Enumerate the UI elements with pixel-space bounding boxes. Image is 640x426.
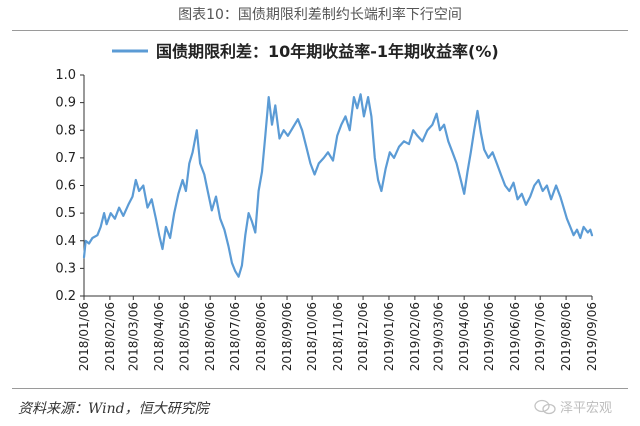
y-tick-label: 0.2 — [55, 289, 76, 304]
y-tick-label: 0.9 — [55, 96, 76, 111]
x-tick-label: 2018/07/06 — [228, 302, 242, 371]
x-tick-label: 2019/06/06 — [508, 302, 522, 371]
x-tick-label: 2018/06/06 — [203, 302, 217, 371]
figure-title: 图表10：国债期限利差制约长端利率下行空间 — [178, 7, 462, 23]
y-tick-label: 1.0 — [55, 68, 76, 83]
x-tick-label: 2018/04/06 — [152, 302, 166, 371]
x-tick-label: 2019/04/06 — [457, 302, 471, 371]
x-tick-label: 2018/12/06 — [356, 302, 370, 371]
y-tick-label: 0.3 — [55, 261, 76, 276]
y-tick-label: 0.6 — [55, 179, 76, 194]
x-axis: 2018/01/06 2018/02/06 2018/03/06 2018/04/06… — [77, 295, 599, 371]
x-tick-label: 2018/03/06 — [126, 302, 140, 371]
x-tick-label: 2018/09/06 — [280, 302, 294, 371]
x-tick-label: 2019/01/06 — [382, 302, 396, 371]
series-line — [82, 93, 594, 278]
x-tick-label: 2018/08/06 — [254, 302, 268, 371]
series-layer — [82, 93, 594, 278]
x-tick-label: 2019/05/06 — [482, 302, 496, 371]
x-tick-label: 2018/02/06 — [103, 302, 117, 371]
watermark-text: 泽平宏观 — [560, 401, 613, 416]
x-tick-label: 2019/07/06 — [533, 302, 547, 371]
x-tick-label: 2019/08/06 — [559, 302, 573, 371]
watermark: 泽平宏观 — [534, 397, 612, 416]
bottom-divider — [12, 388, 628, 389]
chart-legend: 国债期限利差：10年期收益率-1年期收益率(%) — [112, 42, 499, 61]
top-divider — [12, 30, 628, 31]
line-chart: 国债期限利差：10年期收益率-1年期收益率(%) 0.2 0.3 0.4 0.5 0.6… — [55, 42, 599, 371]
legend-label: 国债期限利差：10年期收益率-1年期收益率(%) — [156, 42, 499, 61]
x-tick-label: 2018/01/06 — [77, 302, 91, 371]
x-tick-label: 2018/05/06 — [177, 302, 191, 371]
y-tick-label: 0.7 — [55, 151, 76, 166]
source-note: 资料来源：Wind，恒大研究院 — [18, 401, 209, 417]
y-tick-label: 0.8 — [55, 123, 76, 138]
y-tick-label: 0.4 — [55, 234, 76, 249]
x-tick-label: 2019/09/06 — [585, 302, 599, 371]
wechat-icon — [534, 399, 556, 414]
x-tick-label: 2018/11/06 — [331, 302, 345, 371]
y-axis: 0.2 0.3 0.4 0.5 0.6 0.7 0.8 0.9 1.0 — [55, 68, 85, 304]
x-tick-label: 2019/03/06 — [431, 302, 445, 371]
x-tick-label: 2019/02/06 — [408, 302, 422, 371]
x-tick-label: 2018/10/06 — [305, 302, 319, 371]
y-tick-label: 0.5 — [55, 206, 76, 221]
